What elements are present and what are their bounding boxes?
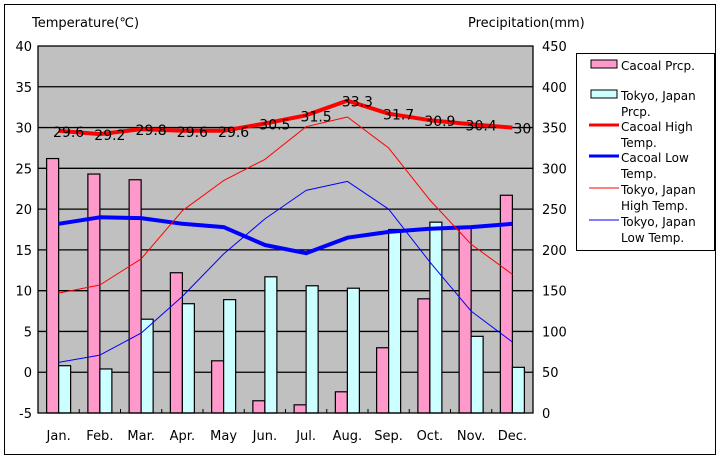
cacoal-precip-bar (46, 157, 60, 414)
tokyo-precip-bar (58, 365, 72, 414)
legend-swatch (590, 59, 618, 69)
left-tick-label: 10 (15, 285, 32, 300)
tokyo-japan-low-temp-line (58, 180, 513, 363)
legend-label: Prcp. (621, 105, 651, 119)
right-tick-label: 400 (542, 81, 567, 96)
left-tick-label: 0 (24, 366, 32, 381)
legend-label: Temp. (620, 167, 657, 181)
x-tick-label: Dec. (498, 429, 527, 444)
high-temp-data-label: 31.7 (383, 108, 414, 124)
legend-label: Tokyo, Japan (620, 89, 696, 103)
tokyo-japan-high-temp-line (58, 116, 513, 294)
legend-item: Tokyo, Japan High Temp. (589, 183, 696, 213)
right-tick-label: 150 (542, 285, 567, 300)
cacoal-precip-bar (458, 226, 472, 414)
x-tick-label: Feb. (86, 429, 113, 444)
left-tick-label: 35 (15, 81, 32, 96)
cacoal-precip-bar (376, 347, 390, 414)
tokyo-precip-bar (388, 228, 402, 414)
left-tick-label: -5 (19, 407, 32, 422)
x-tick-label: Aug. (333, 429, 363, 444)
legend-label: Cacoal High (621, 120, 693, 134)
legend-label: Tokyo, Japan (620, 215, 696, 229)
tokyo-precip-bar (429, 221, 443, 414)
x-tick-label: Nov. (457, 429, 486, 444)
right-tick-label: 250 (542, 203, 567, 218)
left-tick-label: 5 (24, 325, 32, 340)
legend-box (576, 53, 715, 251)
legend-label: High Temp. (621, 199, 688, 213)
high-temp-data-label: 30 (513, 122, 531, 138)
left-axis-title: Temperature(℃) (31, 16, 139, 31)
high-temp-data-label: 33.3 (342, 95, 373, 111)
cacoal-precip-bar (87, 173, 101, 414)
tokyo-precip-bar (223, 299, 237, 414)
legend-item: Cacoal High Temp. (589, 120, 693, 150)
cacoal-precip-bar (128, 179, 142, 414)
left-tick-label: 30 (15, 122, 32, 137)
cacoal-precip-bar (334, 391, 348, 414)
cacoal-precip-bar (169, 272, 183, 414)
high-temp-data-label: 30.9 (424, 114, 455, 130)
right-tick-label: 350 (542, 122, 567, 137)
legend-item: Tokyo, Japan Low Temp. (589, 215, 696, 245)
high-temp-data-label: 29.8 (136, 123, 167, 139)
high-temp-data-label: 30.4 (466, 118, 497, 134)
right-tick-label: 300 (542, 162, 567, 177)
tokyo-precip-bar (140, 318, 154, 414)
x-tick-label: Mar. (127, 429, 154, 444)
right-tick-label: 100 (542, 325, 567, 340)
cacoal-high-temp-line (58, 98, 513, 137)
tokyo-precip-bar (264, 276, 278, 414)
cacoal-precip-bar (252, 400, 266, 414)
right-axis-title: Precipitation(mm) (468, 16, 585, 31)
legend-label: Temp. (620, 136, 657, 150)
plot-area: 4035302520151050-54504003503002502001501… (15, 40, 566, 444)
legend-item: Tokyo, Japan Prcp. (590, 89, 696, 119)
legend-label: Tokyo, Japan (620, 183, 696, 197)
cacoal-precip-bar (499, 194, 513, 414)
x-tick-label: Sep. (374, 429, 403, 444)
tokyo-precip-bar (511, 366, 525, 414)
right-tick-label: 450 (542, 40, 567, 55)
x-tick-label: Jun. (252, 429, 277, 444)
cacoal-low-temp-line (58, 215, 513, 256)
high-temp-data-label: 29.6 (53, 125, 84, 141)
cacoal-precip-bar (293, 404, 307, 414)
tokyo-precip-bar (470, 335, 484, 414)
plot-frame (37, 45, 534, 414)
legend-label: Cacoal Prcp. (621, 59, 695, 73)
tokyo-precip-bar (305, 285, 319, 414)
legend-item: Cacoal Low Temp. (589, 151, 689, 181)
legend: Cacoal Prcp. Tokyo, Japan Prcp.Cacoal High… (576, 53, 715, 251)
x-tick-label: Oct. (417, 429, 444, 444)
left-tick-label: 20 (15, 203, 32, 218)
high-temp-data-label: 30.5 (259, 117, 290, 133)
x-tick-label: Jul. (295, 429, 316, 444)
high-temp-data-label: 29.6 (218, 125, 249, 141)
high-temp-data-label: 31.5 (301, 109, 332, 125)
x-tick-label: May (210, 429, 237, 444)
left-tick-label: 40 (15, 40, 32, 55)
left-tick-label: 15 (15, 244, 32, 259)
tokyo-precip-bar (99, 368, 113, 414)
left-tick-label: 25 (15, 162, 32, 177)
legend-swatch (590, 89, 618, 99)
tokyo-precip-bar (181, 303, 195, 414)
legend-label: Low Temp. (621, 231, 684, 245)
legend-item: Cacoal Prcp. (590, 59, 695, 73)
high-temp-data-label: 29.6 (177, 125, 208, 141)
cacoal-precip-bar (417, 298, 431, 414)
right-tick-label: 0 (542, 407, 550, 422)
high-temp-data-label: 29.2 (94, 128, 125, 144)
tokyo-precip-bar (346, 287, 360, 414)
right-tick-label: 200 (542, 244, 567, 259)
x-tick-label: Jan. (46, 429, 71, 444)
cacoal-precip-bar (211, 360, 225, 414)
x-tick-label: Apr. (170, 429, 195, 444)
right-tick-label: 50 (542, 366, 559, 381)
legend-label: Cacoal Low (621, 151, 689, 165)
